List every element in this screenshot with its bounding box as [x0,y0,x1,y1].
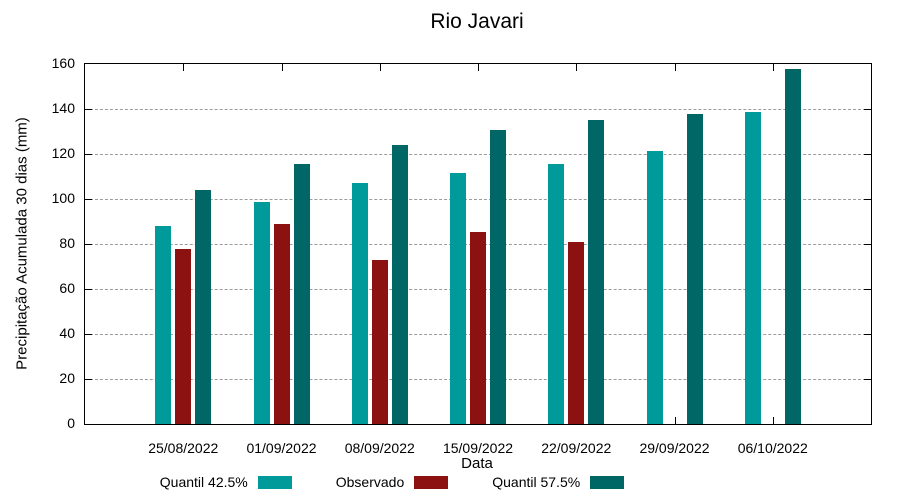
legend-label-quantil-57-5-: Quantil 57.5% [492,474,581,490]
bar-observado [273,223,290,424]
x-tick-mark-top [478,64,479,71]
y-tick-label: 100 [51,190,75,206]
x-tick-label: 08/09/2022 [344,440,415,456]
x-tick-mark-top [674,64,676,71]
y-gridline [85,153,871,155]
y-tick-label: 120 [51,145,75,161]
bar-quantil-42-5- [744,112,761,424]
x-tick-mark-top [772,64,774,71]
x-tick-label: 29/09/2022 [639,440,710,456]
bar-observado [568,241,585,424]
y-tick-mark-right [864,379,871,380]
y-tick-mark-right [864,244,871,245]
bar-observado [371,259,388,424]
bar-quantil-57-5- [195,190,212,424]
y-tick-mark-left [85,334,92,335]
x-tick-label: 15/09/2022 [442,440,514,456]
y-tick-mark-right [864,199,871,200]
legend-label-quantil-42-5-: Quantil 42.5% [159,474,248,490]
legend-label-observado: Observado [335,474,405,490]
y-axis-label: Precipitação Acumulada 30 dias (mm) [13,117,31,370]
y-tick-mark-left [85,154,92,155]
bar-observado [175,248,192,424]
y-tick-label: 60 [59,280,75,296]
y-gridline [85,108,871,110]
x-tick-mark-bottom [772,417,774,424]
y-tick-mark-left [85,244,92,245]
legend-swatch-quantil-42-5- [257,475,292,489]
x-tick-label: 01/09/2022 [246,440,317,456]
bar-quantil-42-5- [450,173,466,424]
x-tick-mark-bottom [674,417,676,424]
y-tick-mark-right [864,289,871,290]
bar-quantil-57-5- [588,120,605,424]
bar-quantil-42-5- [155,226,172,424]
y-gridline [85,198,871,200]
y-tick-label: 0 [67,415,75,431]
y-tick-label: 140 [51,100,75,116]
x-tick-mark-top [183,64,185,71]
y-tick-label: 40 [59,325,75,341]
bar-quantil-42-5- [548,164,565,424]
y-tick-mark-left [85,109,92,110]
bar-quantil-57-5- [391,145,408,424]
x-tick-mark-top [379,64,381,71]
y-tick-mark-left [85,289,92,290]
bar-quantil-57-5- [686,113,703,424]
bar-quantil-42-5- [646,150,663,424]
legend-entry-observado: Observado [335,474,449,490]
chart-title: Rio Javari [430,10,524,33]
x-tick-mark-top [281,64,283,71]
x-tick-label: 22/09/2022 [541,440,612,456]
y-tick-mark-left [85,199,92,200]
bar-quantil-42-5- [351,183,368,424]
x-tick-label: 06/10/2022 [737,440,808,456]
legend: Quantil 42.5% Observado Quantil 57.5% [0,474,842,490]
legend-swatch-observado [414,475,449,489]
y-tick-mark-left [85,379,92,380]
legend-entry-quantil-57-5-: Quantil 57.5% [492,474,625,490]
y-tick-mark-right [864,334,871,335]
y-tick-mark-right [864,154,871,155]
bar-quantil-57-5- [293,164,310,424]
legend-entry-quantil-42-5-: Quantil 42.5% [160,474,292,490]
bar-quantil-42-5- [253,202,270,424]
x-tick-label: 25/08/2022 [148,440,219,456]
y-tick-label: 20 [59,370,75,386]
y-tick-label: 80 [59,235,75,251]
y-tick-mark-right [864,109,871,110]
bar-quantil-57-5- [784,68,801,424]
legend-swatch-quantil-57-5- [590,475,625,489]
bar-quantil-57-5- [490,130,506,424]
x-axis-label: Data [461,455,493,472]
plot-area: 0 20 40 60 80 100 120 140 160 25/08/2022 01/09/202… [52,55,872,456]
x-tick-mark-top [576,64,578,71]
y-tick-label: 160 [51,55,75,71]
bar-observado [470,231,486,424]
